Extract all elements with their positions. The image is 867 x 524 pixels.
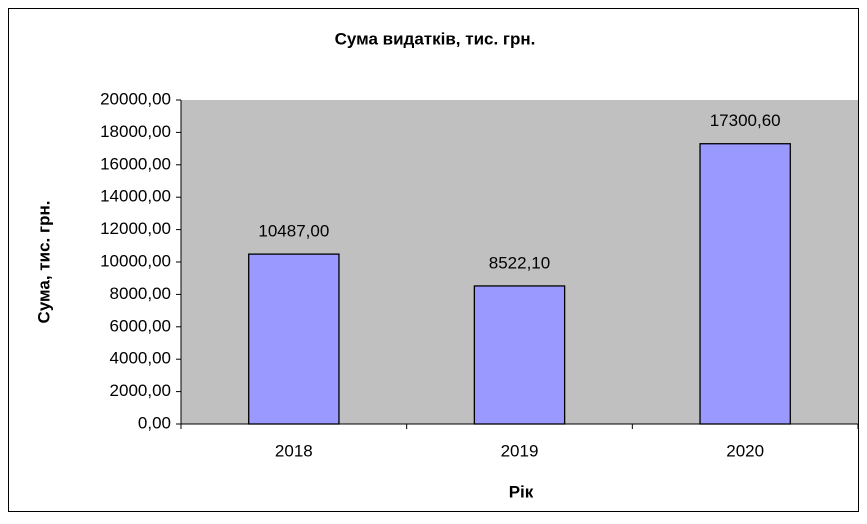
y-tick-label: 2000,00: [110, 381, 171, 400]
y-tick-label: 16000,00: [100, 154, 171, 173]
x-tick-label: 2020: [726, 441, 764, 460]
y-tick-label: 10000,00: [100, 251, 171, 270]
y-tick-label: 14000,00: [100, 187, 171, 206]
y-tick-label: 18000,00: [100, 122, 171, 141]
y-tick-label: 0,00: [138, 413, 171, 432]
chart-title: Сума видатків, тис. грн.: [335, 29, 536, 48]
data-label: 17300,60: [710, 111, 781, 130]
bar: [248, 253, 340, 425]
x-axis-title: Рік: [509, 482, 534, 501]
y-tick-label: 12000,00: [100, 219, 171, 238]
bar: [699, 143, 791, 425]
y-tick-label: 20000,00: [100, 89, 171, 108]
bar: [473, 285, 566, 425]
data-label: 10487,00: [258, 222, 329, 241]
y-tick-label: 6000,00: [110, 316, 171, 335]
x-tick-label: 2019: [501, 441, 539, 460]
y-tick-label: 8000,00: [110, 284, 171, 303]
x-tick-label: 2018: [275, 441, 313, 460]
data-label: 8522,10: [489, 253, 550, 272]
y-axis-title: Сума, тис. грн.: [34, 201, 53, 324]
y-tick-label: 4000,00: [110, 349, 171, 368]
